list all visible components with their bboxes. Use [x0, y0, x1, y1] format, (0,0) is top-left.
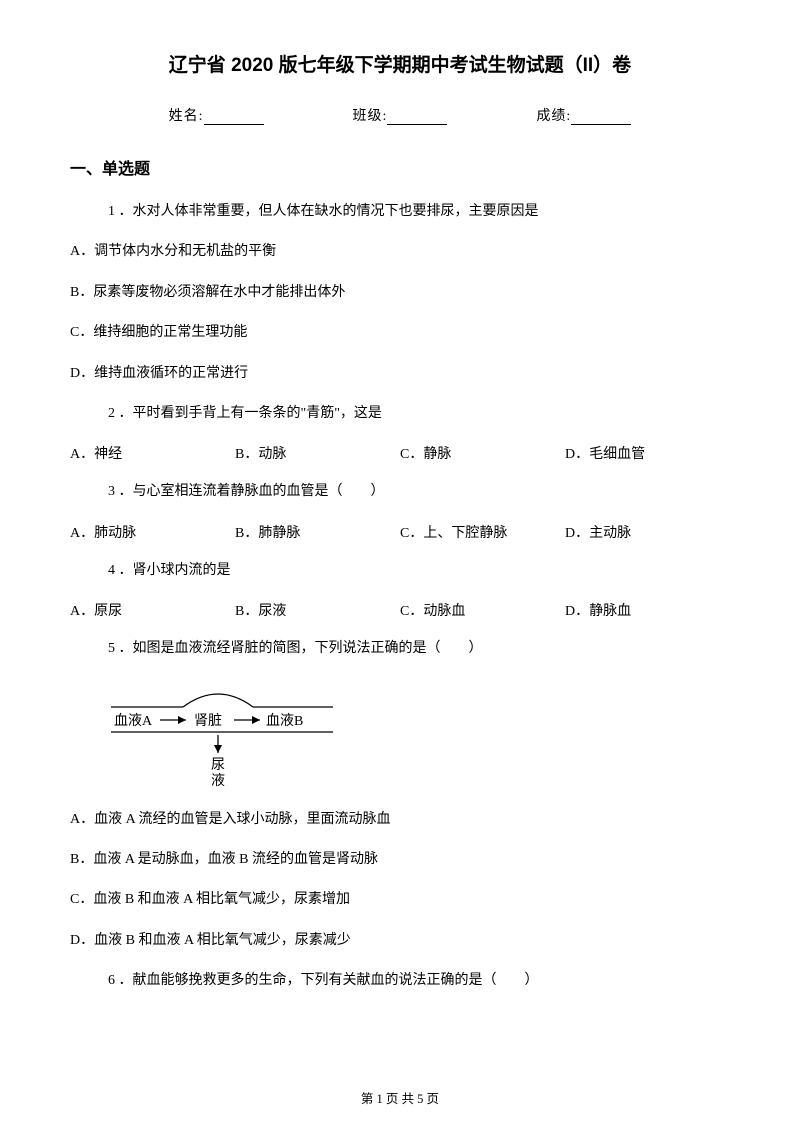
- q4-stem: 4 ．肾小球内流的是: [108, 560, 730, 582]
- q3-options: A．肺动脉 B．肺静脉 C．上、下腔静脉 D．主动脉: [70, 522, 730, 542]
- q1-stem: 1 ．水对人体非常重要，但人体在缺水的情况下也要排尿，主要原因是: [108, 201, 730, 223]
- page-title: 辽宁省 2020 版七年级下学期期中考试生物试题（II）卷: [70, 50, 730, 77]
- q2-opt-c: C．静脉: [400, 443, 565, 463]
- q3-opt-a: A．肺动脉: [70, 522, 235, 542]
- diagram-kidney-text: 肾脏: [194, 713, 222, 729]
- q1-opt-a: A．调节体内水分和无机盐的平衡: [70, 241, 730, 263]
- q5-opt-b: B．血液 A 是动脉血，血液 B 流经的血管是肾动脉: [70, 849, 730, 871]
- q4-opt-b: B．尿液: [235, 600, 400, 620]
- q3-opt-c: C．上、下腔静脉: [400, 522, 565, 542]
- section-title: 一、单选题: [70, 155, 730, 179]
- q2-opt-d: D．毛细血管: [565, 443, 730, 463]
- q3-stem: 3 ．与心室相连流着静脉血的血管是（ ）: [108, 481, 730, 503]
- q2-opt-a: A．神经: [70, 443, 235, 463]
- q4-opt-a: A．原尿: [70, 600, 235, 620]
- q1-opt-c: C．维持细胞的正常生理功能: [70, 322, 730, 344]
- kidney-diagram: 血液A 肾脏 血液B 尿 液: [108, 679, 730, 789]
- q1-opt-b: B．尿素等废物必须溶解在水中才能排出体外: [70, 282, 730, 304]
- q5-stem: 5 ．如图是血液流经肾脏的简图，下列说法正确的是（ ）: [108, 638, 730, 660]
- page-footer: 第 1 页 共 5 页: [70, 1088, 730, 1107]
- diagram-urine2-text: 液: [211, 773, 225, 789]
- q4-options: A．原尿 B．尿液 C．动脉血 D．静脉血: [70, 600, 730, 620]
- q3-opt-b: B．肺静脉: [235, 522, 400, 542]
- q1-opt-d: D．维持血液循环的正常进行: [70, 363, 730, 385]
- score-label: 成绩:: [536, 109, 571, 124]
- student-info-row: 姓名: 班级: 成绩:: [70, 105, 730, 125]
- q2-options: A．神经 B．动脉 C．静脉 D．毛细血管: [70, 443, 730, 463]
- q4-opt-c: C．动脉血: [400, 600, 565, 620]
- score-blank[interactable]: [571, 111, 631, 125]
- diagram-urine1-text: 尿: [211, 758, 225, 773]
- q5-opt-d: D．血液 B 和血液 A 相比氧气减少，尿素减少: [70, 930, 730, 952]
- q4-opt-d: D．静脉血: [565, 600, 730, 620]
- q2-stem: 2 ．平时看到手背上有一条条的"青筋"，这是: [108, 403, 730, 425]
- q3-opt-d: D．主动脉: [565, 522, 730, 542]
- name-label: 姓名:: [169, 109, 204, 124]
- q5-opt-a: A．血液 A 流经的血管是入球小动脉，里面流动脉血: [70, 809, 730, 831]
- q6-stem: 6 ．献血能够挽救更多的生命，下列有关献血的说法正确的是（ ）: [108, 970, 730, 992]
- diagram-bloodA-text: 血液A: [114, 713, 153, 729]
- class-label: 班级:: [353, 109, 388, 124]
- name-blank[interactable]: [204, 111, 264, 125]
- q2-opt-b: B．动脉: [235, 443, 400, 463]
- q5-opt-c: C．血液 B 和血液 A 相比氧气减少，尿素增加: [70, 889, 730, 911]
- class-blank[interactable]: [387, 111, 447, 125]
- diagram-bloodB-text: 血液B: [266, 713, 303, 729]
